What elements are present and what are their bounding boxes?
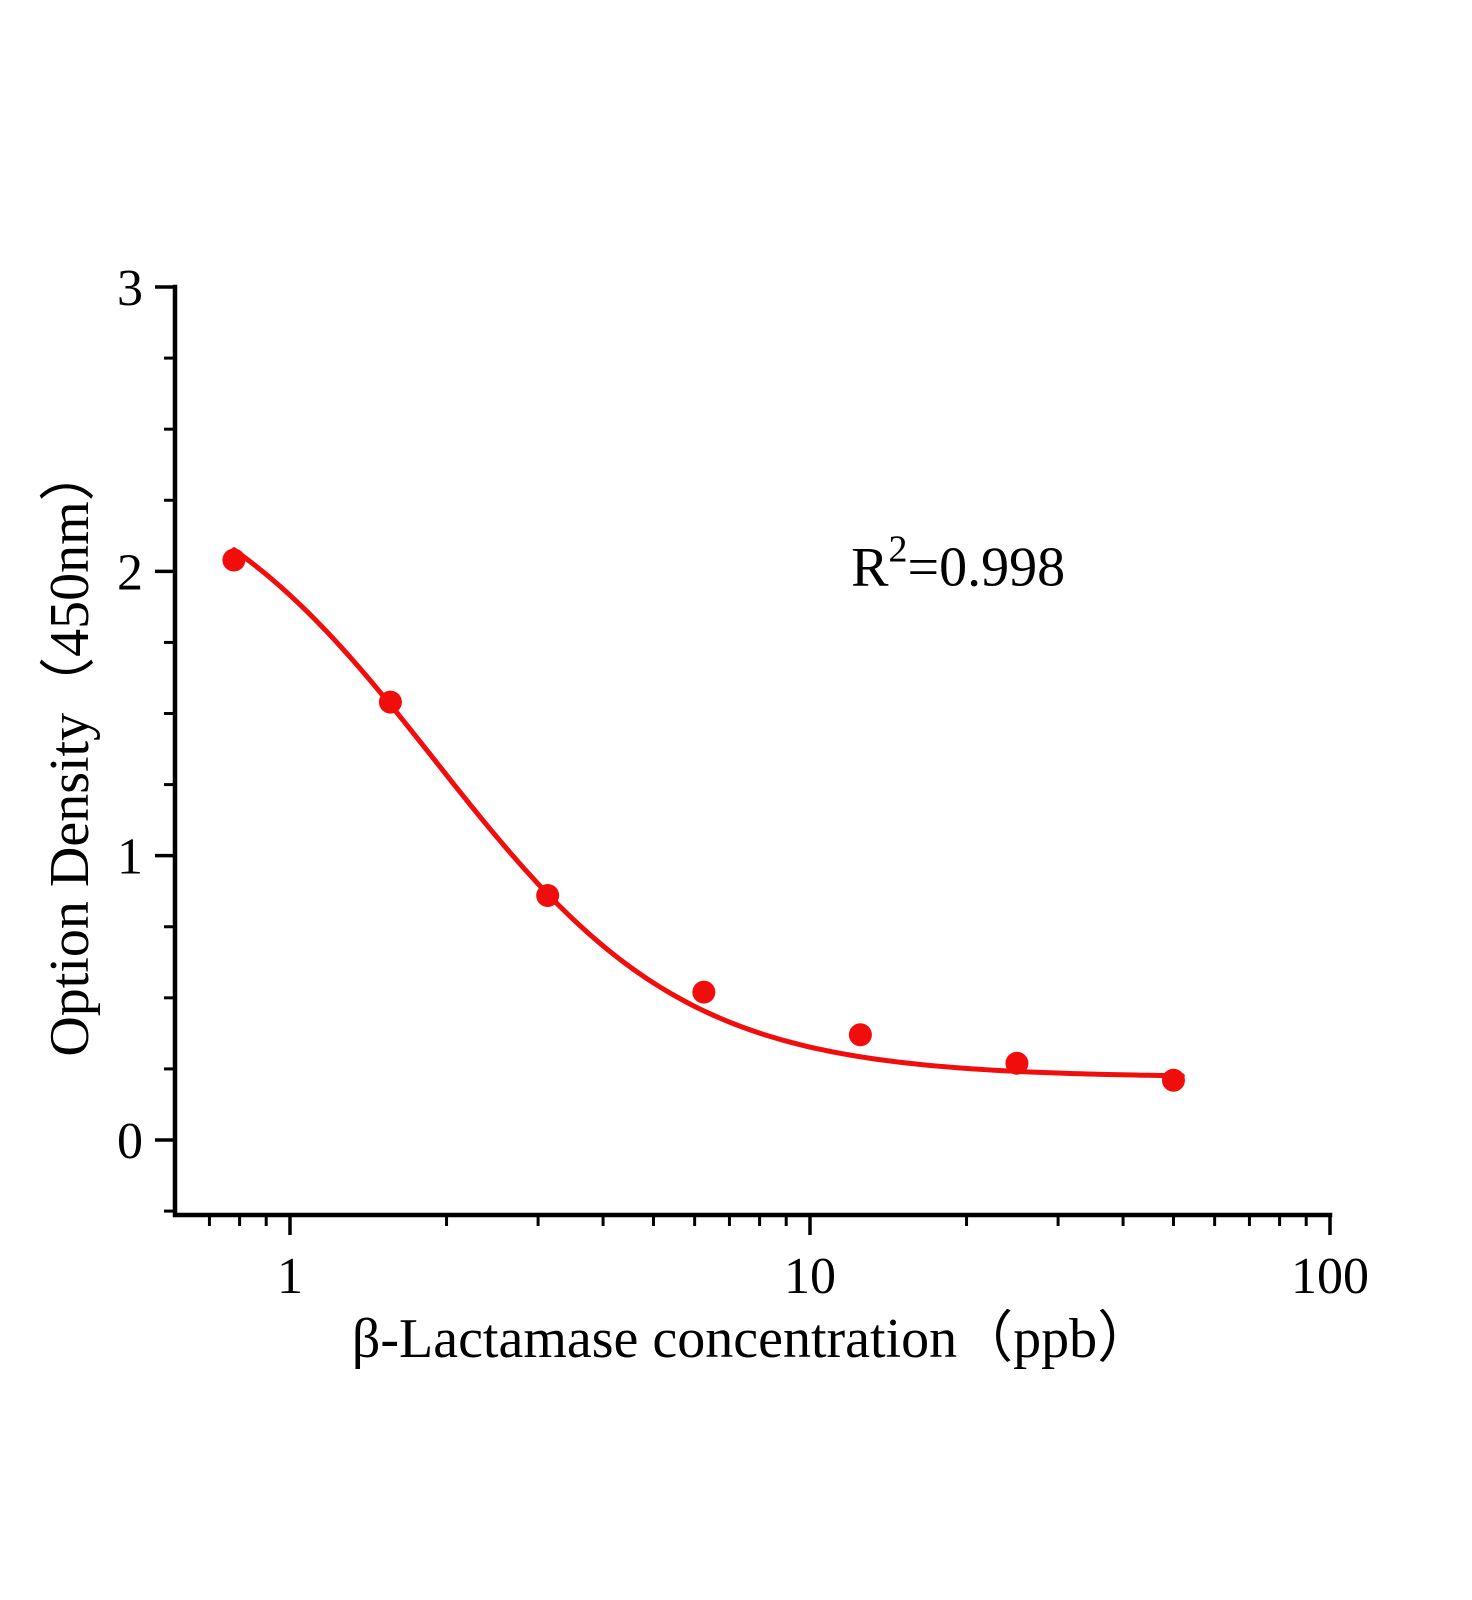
x-tick-label: 10 [784,1248,836,1305]
x-tick-label: 1 [277,1248,303,1305]
data-point [222,548,246,572]
data-point [848,1023,872,1047]
data-point [536,883,560,907]
x-axis-label: β-Lactamase concentration（ppb） [352,1308,1153,1370]
y-tick-label: 1 [117,829,143,886]
x-tick-label: 100 [1291,1248,1369,1305]
data-point [378,690,402,714]
y-axis-label: Option Density（450nm） [39,445,101,1056]
y-tick-label: 2 [117,544,143,601]
y-tick-label: 0 [117,1113,143,1170]
data-point [1161,1068,1185,1092]
data-point [1005,1051,1029,1075]
data-point [692,980,716,1004]
r-squared-annotation: R2=0.998 [851,529,1065,599]
axis-spines [172,284,1333,1218]
y-tick-label: 3 [117,260,143,317]
